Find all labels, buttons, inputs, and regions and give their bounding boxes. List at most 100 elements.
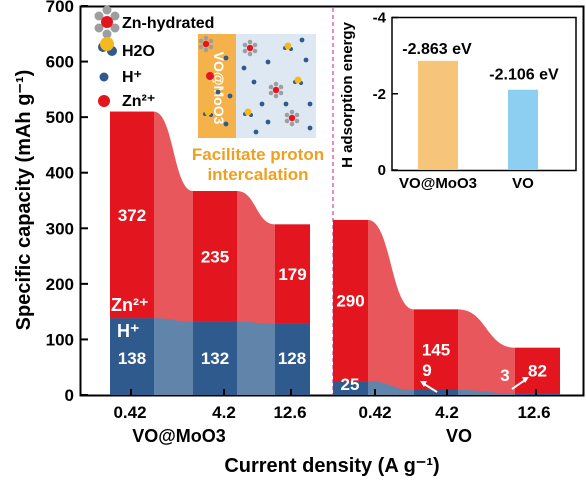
schematic-particles [198, 35, 313, 135]
intercalation-schematic: VO@MoO3 Facilitate proton intercalation [192, 34, 324, 184]
particle-proton-20 [283, 101, 289, 107]
y-tick-label-600: 600 [46, 53, 74, 72]
particle-water-14 [243, 108, 253, 117]
zn-band-right [333, 219, 560, 395]
x-tick-label-0: 0.42 [113, 403, 146, 422]
particle-zn-hydrated-6 [242, 39, 258, 57]
particle-proton-17 [307, 125, 313, 131]
h-region-label: H⁺ [117, 321, 140, 341]
group-label-vo: VO [446, 426, 472, 446]
particle-proton-10 [251, 79, 257, 85]
x-tick-label-3: 0.42 [358, 403, 391, 422]
legend: Zn-hydrated H2O H⁺ Zn²⁺ [94, 5, 214, 110]
h-bar-right-0 [333, 381, 368, 395]
h-value-label-0: 138 [118, 349, 146, 368]
zn-bar-right-2 [515, 347, 560, 394]
particle-proton-7 [265, 59, 271, 65]
zn-value-label-left-0: 372 [118, 206, 146, 225]
y-tick-label-200: 200 [46, 275, 74, 294]
y-tick-label-0: 0 [65, 386, 74, 405]
particle-zinc-2 [206, 72, 214, 80]
zn-value-label-left-2: 179 [278, 265, 306, 284]
water-molecule-icon [98, 37, 117, 56]
inset-y-tick-label-0: 0 [378, 162, 386, 179]
particle-proton-13 [307, 101, 313, 107]
inset-bars: -2.863 eV -2.106 eV [402, 41, 559, 170]
particle-proton-18 [241, 65, 247, 71]
particle-water-8 [283, 42, 293, 51]
x-axis-title: Current density (A g⁻¹) [224, 455, 439, 477]
schematic-caption-line2: intercalation [207, 165, 308, 184]
particle-proton-21 [215, 89, 221, 95]
h-band-right [333, 381, 560, 395]
y-tick-label-500: 500 [46, 108, 74, 127]
particle-proton-5 [223, 121, 229, 127]
inset-chart: -2.863 eV -2.106 eV 0 -2 -4 H adsorption en… [339, 10, 577, 192]
y-tick-label-700: 700 [46, 0, 74, 16]
particle-water-4 [203, 108, 213, 117]
h-value-label-3: 25 [341, 375, 360, 394]
y-tick-label-400: 400 [46, 164, 74, 183]
zn-value-label-left-1: 235 [201, 247, 229, 266]
x-tick-label-4: 4.2 [435, 403, 459, 422]
h-value-label-2: 128 [278, 349, 306, 368]
zn-value-label-right-0: 290 [336, 292, 364, 311]
h-bar-right-2 [515, 393, 560, 395]
x-tick-label-5: 12.6 [517, 403, 550, 422]
particle-proton-3 [227, 93, 233, 99]
particle-proton-9 [303, 57, 309, 63]
y-axis-title: Specific capacity (mAh g⁻¹) [13, 70, 35, 331]
arrow-3-icon [511, 377, 529, 390]
legend-label-zn-plus: Zn²⁺ [122, 93, 155, 110]
particle-zn-hydrated-0 [198, 35, 214, 53]
particle-water-12 [293, 76, 303, 85]
arrow-9-icon [420, 381, 438, 393]
particle-proton-1 [223, 55, 229, 61]
inset-y-axis: 0 -2 -4 [373, 10, 398, 179]
h-bar-left-0 [110, 318, 154, 395]
h-value-label-5: 3 [500, 366, 509, 385]
zn-bar-right-0 [333, 219, 368, 382]
particle-proton-19 [259, 101, 265, 107]
y-tick-label-100: 100 [46, 330, 74, 349]
particle-zn-hydrated-11 [268, 81, 284, 99]
h-value-label-4: 9 [422, 361, 431, 380]
inset-tick-label-vo-moo3: VO@MoO3 [399, 175, 477, 192]
x-tick-label-2: 12.6 [273, 403, 306, 422]
zn-value-label-right-2: 82 [528, 362, 547, 381]
group-label-vo-moo3: VO@MoO3 [132, 426, 226, 446]
x-tick-label-1: 4.2 [212, 403, 236, 422]
zn-bar-right-1 [414, 309, 458, 390]
h-bar-left-1 [193, 321, 237, 395]
inset-y-tick-label-2: -4 [373, 10, 387, 27]
zn-value-label-right-1: 145 [422, 341, 450, 360]
y-tick-label-300: 300 [46, 219, 74, 238]
inset-value-label-0: -2.863 eV [402, 41, 472, 58]
particle-proton-23 [253, 129, 259, 135]
inset-value-label-1: -2.106 eV [489, 67, 559, 84]
proton-dot-icon [99, 72, 109, 82]
zn-bar-left-1 [193, 191, 237, 322]
y-axis: 0 100 200 300 400 500 600 700 [46, 0, 88, 405]
zn-region-label: Zn²⁺ [111, 295, 149, 315]
bar-value-labels: 372 235 179 290 145 82 138 132 128 25 9 3 [118, 206, 547, 394]
particle-proton-22 [299, 37, 305, 43]
zn-bar-left-0 [110, 111, 154, 319]
h-bar-left-2 [275, 323, 310, 395]
x-axis: 0.42 4.2 12.6 0.42 4.2 12.6 [113, 389, 551, 422]
legend-label-h2o: H2O [122, 43, 155, 60]
particle-zn-hydrated-16 [284, 109, 300, 127]
inset-bar-1 [508, 89, 538, 170]
plot-frame [79, 5, 585, 397]
schematic-caption-line1: Facilitate proton [192, 145, 324, 164]
inset-y-tick-label-1: -2 [373, 86, 386, 103]
zn-bar-left-2 [275, 224, 310, 324]
h-value-label-1: 132 [201, 349, 229, 368]
inset-bar-0 [418, 60, 458, 170]
zinc-ion-dot-icon [98, 95, 110, 107]
legend-label-zn-hydrated: Zn-hydrated [122, 15, 214, 32]
legend-label-h-plus: H⁺ [122, 69, 142, 86]
inset-y-axis-title: H adsorption energy [339, 21, 356, 168]
zn-hydrated-icon [94, 5, 120, 39]
